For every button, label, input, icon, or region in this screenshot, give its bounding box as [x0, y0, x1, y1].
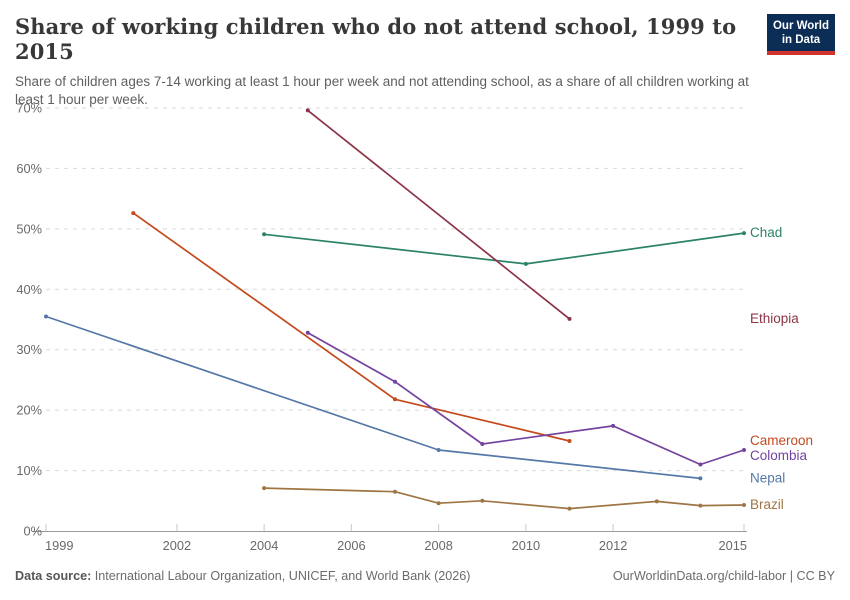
data-point-colombia [305, 330, 310, 335]
data-point-colombia [742, 448, 746, 452]
data-point-colombia [698, 462, 703, 467]
y-tick-label: 70% [16, 101, 42, 116]
data-point-ethiopia [305, 108, 310, 113]
data-point-nepal [44, 314, 48, 319]
attribution-link[interactable]: OurWorldinData.org/child-labor | CC BY [612, 569, 835, 583]
x-tick-label: 2004 [250, 538, 278, 553]
data-point-cameroon [393, 397, 397, 402]
x-tick-label: 2008 [424, 538, 452, 553]
data-point-nepal [436, 448, 441, 452]
data-point-chad [742, 231, 746, 236]
data-point-brazil [742, 503, 746, 507]
data-source-note: Data source: International Labour Organi… [15, 569, 470, 583]
data-point-nepal [698, 476, 703, 481]
y-tick-label: 0% [24, 524, 43, 539]
x-tick-label: 2006 [337, 538, 365, 553]
owid-logo-line1: Our World [772, 20, 829, 32]
x-tick-label: 2002 [163, 538, 191, 553]
series-line-brazil [263, 487, 745, 510]
owid-logo-line2: in Data [781, 34, 821, 46]
y-tick-label: 30% [16, 342, 42, 357]
data-point-cameroon [567, 439, 572, 443]
owid-logo[interactable]: Our World in Data [767, 14, 835, 55]
data-source-text: International Labour Organization, UNICE… [91, 569, 471, 583]
series-label-cameroon[interactable]: Cameroon [750, 433, 813, 448]
data-point-brazil [262, 486, 267, 491]
series-line-chad [263, 232, 745, 265]
data-point-chad [262, 232, 267, 237]
series-label-ethiopia[interactable]: Ethiopia [750, 311, 799, 326]
chart-title: Share of working children who do not att… [15, 14, 737, 64]
y-tick-label: 50% [16, 221, 42, 236]
series-label-chad[interactable]: Chad [750, 225, 782, 240]
series-label-nepal[interactable]: Nepal [750, 470, 785, 485]
data-point-colombia [480, 442, 485, 446]
y-tick-label: 20% [16, 403, 42, 418]
series-line-cameroon [132, 212, 571, 442]
data-point-brazil [654, 499, 659, 504]
x-tick-label: 1999 [45, 538, 73, 553]
data-point-brazil [436, 501, 441, 506]
data-point-brazil [567, 506, 572, 511]
series-line-colombia [306, 331, 745, 466]
data-point-colombia [393, 379, 397, 384]
data-point-brazil [698, 503, 703, 508]
x-tick-label: 2012 [599, 538, 627, 553]
series-label-colombia[interactable]: Colombia [750, 448, 808, 463]
data-point-colombia [611, 423, 616, 428]
y-tick-label: 10% [16, 463, 42, 478]
chart-subtitle: Share of children ages 7-14 working at l… [15, 74, 749, 107]
series-line-nepal [45, 315, 702, 480]
data-point-cameroon [131, 211, 136, 216]
data-source-label: Data source: [15, 569, 92, 583]
series-line-ethiopia [306, 109, 571, 320]
series-label-brazil[interactable]: Brazil [750, 497, 784, 512]
data-point-chad [523, 261, 528, 266]
chart-header: Share of working children who do not att… [15, 14, 835, 109]
y-tick-label: 40% [16, 282, 42, 297]
chart-footer: Data source: International Labour Organi… [15, 569, 835, 583]
y-tick-label: 60% [16, 161, 42, 176]
data-point-ethiopia [567, 316, 572, 321]
x-tick-label: 2010 [512, 538, 540, 553]
data-point-brazil [480, 498, 485, 503]
x-tick-label: 2015 [719, 538, 747, 553]
data-point-brazil [393, 489, 397, 494]
